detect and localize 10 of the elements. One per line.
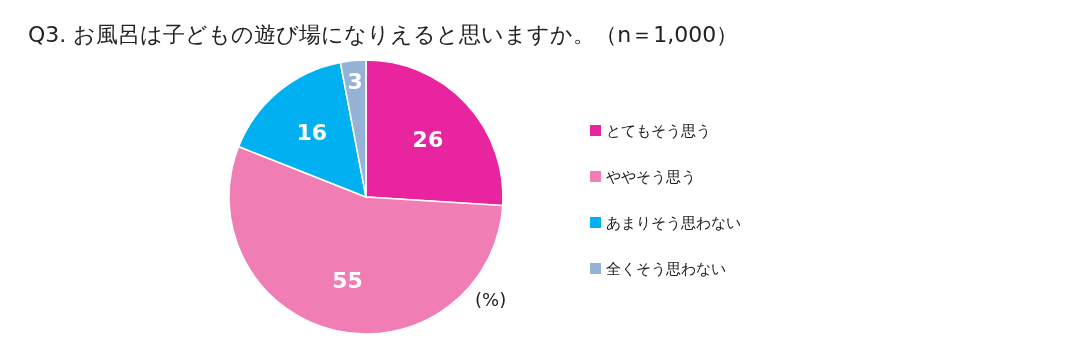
legend-label: ややそう思う [606,168,696,186]
legend-label: あまりそう思わない [606,214,741,232]
data-label: 55 [332,267,363,293]
text: (%) [475,289,507,310]
chart-title: Q3. お風呂は子どもの遊び場になりえると思いますか。（n＝1,000） [28,22,739,47]
legend-label: 全くそう思わない [606,260,726,278]
data-label: 3 [347,69,363,95]
legend-label: とてもそう思う [606,122,711,140]
data-label: 26 [412,126,444,152]
data-label: 16 [296,119,328,145]
